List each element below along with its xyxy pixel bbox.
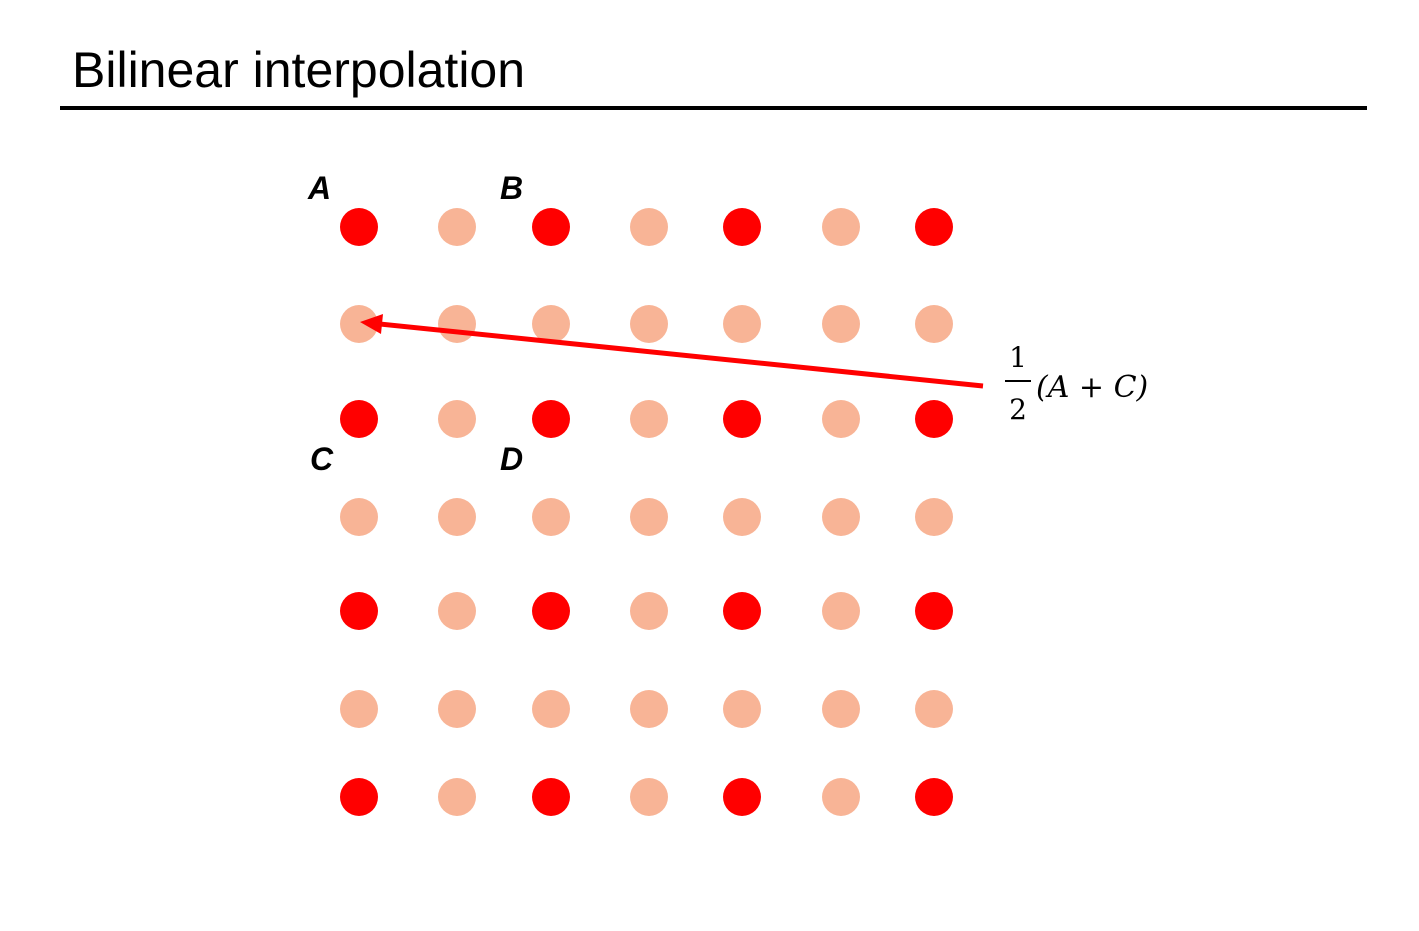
interpolated-sample-dot bbox=[822, 208, 860, 246]
interpolated-sample-dot bbox=[532, 305, 570, 343]
interpolated-sample-dot bbox=[723, 498, 761, 536]
interpolated-sample-dot bbox=[630, 592, 668, 630]
original-sample-dot bbox=[532, 208, 570, 246]
interpolated-sample-dot bbox=[532, 498, 570, 536]
interpolated-sample-dot bbox=[438, 208, 476, 246]
interpolated-sample-dot bbox=[630, 400, 668, 438]
interpolated-sample-dot bbox=[630, 208, 668, 246]
original-sample-dot bbox=[723, 778, 761, 816]
original-sample-dot bbox=[340, 208, 378, 246]
original-sample-dot bbox=[915, 208, 953, 246]
interpolated-sample-dot bbox=[915, 498, 953, 536]
interpolated-sample-dot bbox=[340, 690, 378, 728]
original-sample-dot bbox=[532, 592, 570, 630]
interpolated-sample-dot bbox=[822, 305, 860, 343]
interpolated-sample-dot bbox=[630, 305, 668, 343]
original-sample-dot bbox=[532, 778, 570, 816]
interpolated-sample-dot bbox=[915, 690, 953, 728]
original-sample-dot bbox=[915, 592, 953, 630]
interpolated-sample-dot bbox=[438, 400, 476, 438]
label-c: C bbox=[310, 441, 334, 477]
original-sample-dot bbox=[723, 592, 761, 630]
label-b: B bbox=[500, 170, 524, 206]
original-sample-dot bbox=[915, 778, 953, 816]
interpolated-sample-dot bbox=[822, 498, 860, 536]
interpolated-sample-dot bbox=[822, 690, 860, 728]
fraction-numerator: 1 bbox=[1009, 341, 1027, 374]
interpolated-sample-dot bbox=[438, 778, 476, 816]
interpolated-sample-dot bbox=[822, 592, 860, 630]
original-sample-dot bbox=[915, 400, 953, 438]
interpolated-sample-dot bbox=[438, 690, 476, 728]
interpolated-sample-dot bbox=[822, 778, 860, 816]
interpolated-sample-dot bbox=[532, 690, 570, 728]
title-underline bbox=[60, 106, 1367, 110]
original-sample-dot bbox=[340, 592, 378, 630]
original-sample-dot bbox=[340, 778, 378, 816]
interpolated-sample-dot bbox=[630, 778, 668, 816]
original-sample-dot bbox=[340, 400, 378, 438]
interpolation-arrow bbox=[360, 314, 984, 389]
arrow-head bbox=[360, 314, 383, 334]
interpolated-sample-dot bbox=[438, 498, 476, 536]
original-sample-dot bbox=[723, 208, 761, 246]
label-d: D bbox=[500, 441, 524, 477]
slide-title: Bilinear interpolation bbox=[72, 42, 526, 98]
interpolated-sample-dot bbox=[438, 592, 476, 630]
interpolated-sample-dot bbox=[915, 305, 953, 343]
interpolated-sample-dot bbox=[630, 690, 668, 728]
dots-layer bbox=[340, 208, 953, 816]
interpolated-sample-dot bbox=[340, 498, 378, 536]
arrow-shaft bbox=[379, 321, 984, 389]
interpolated-sample-dot bbox=[723, 690, 761, 728]
interpolated-sample-dot bbox=[723, 305, 761, 343]
original-sample-dot bbox=[723, 400, 761, 438]
fraction-bar bbox=[1005, 380, 1031, 382]
formula-expression: (A + C) bbox=[1036, 370, 1149, 405]
label-a: A bbox=[308, 170, 332, 206]
original-sample-dot bbox=[532, 400, 570, 438]
interpolated-sample-dot bbox=[822, 400, 860, 438]
fraction-denominator: 2 bbox=[1009, 393, 1027, 426]
interpolated-sample-dot bbox=[340, 305, 378, 343]
interpolated-sample-dot bbox=[438, 305, 476, 343]
interpolated-sample-dot bbox=[630, 498, 668, 536]
